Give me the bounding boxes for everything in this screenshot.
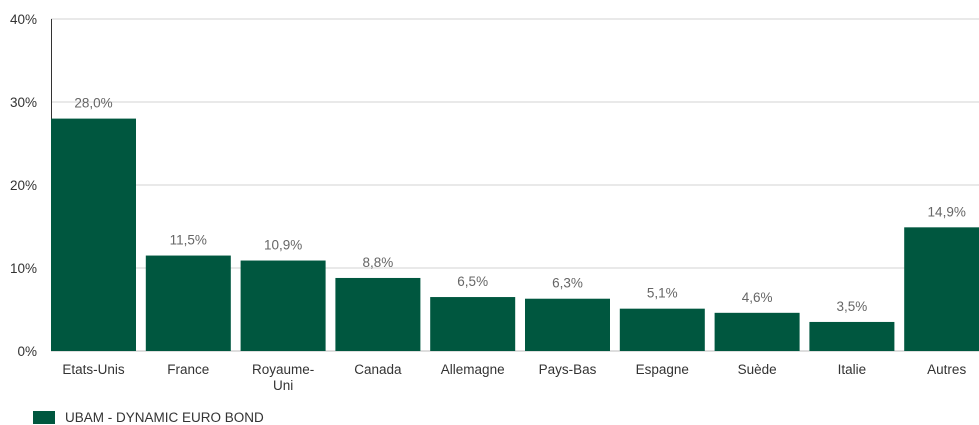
- x-tick-label: Allemagne: [441, 362, 505, 377]
- data-labels: 28,0% 11,5% 10,9% 8,8% 6,5% 6,3% 5,1% 4,6% 3,5% 1…: [74, 96, 965, 314]
- bar: [809, 321, 895, 351]
- bar: [525, 298, 610, 351]
- bar: [145, 255, 231, 351]
- y-tick-label: 30%: [10, 95, 37, 110]
- data-label: 28,0%: [74, 96, 112, 111]
- legend-label: UBAM - DYNAMIC EURO BOND: [65, 410, 264, 425]
- data-label: 4,6%: [742, 290, 773, 305]
- x-tick-label: Suède: [738, 362, 777, 377]
- bar: [240, 260, 326, 351]
- data-label: 10,9%: [264, 238, 302, 253]
- x-tick-label: Etats-Unis: [62, 362, 125, 377]
- y-tick-label: 40%: [10, 12, 37, 27]
- x-axis: Etats-Unis France Royaume-Uni Canada Allemag…: [62, 362, 966, 393]
- x-tick-label: Canada: [354, 362, 402, 377]
- bar: [904, 227, 979, 351]
- data-label: 6,3%: [552, 276, 583, 291]
- x-tick-label: Royaume-Uni: [252, 362, 314, 393]
- bar-chart: 0% 10% 20% 30% 40% 28,0% 11,5% 10,9% 8,8% 6,5% 6,…: [10, 12, 979, 393]
- y-tick-label: 10%: [10, 261, 37, 276]
- data-label: 14,9%: [928, 204, 966, 219]
- bar: [619, 308, 705, 351]
- x-tick-label: France: [167, 362, 209, 377]
- data-label: 8,8%: [363, 255, 394, 270]
- data-label: 3,5%: [837, 299, 868, 314]
- x-tick-label: Italie: [838, 362, 867, 377]
- x-tick-label: Espagne: [636, 362, 689, 377]
- y-tick-label: 20%: [10, 178, 37, 193]
- data-label: 11,5%: [170, 233, 207, 248]
- bar: [430, 297, 516, 351]
- x-tick-label: Autres: [927, 362, 966, 377]
- x-tick-label: Pays-Bas: [539, 362, 597, 377]
- y-axis: 0% 10% 20% 30% 40%: [10, 12, 52, 359]
- bar: [335, 277, 421, 351]
- y-tick-label: 0%: [17, 344, 37, 359]
- bar: [51, 118, 136, 351]
- legend-swatch: [33, 411, 55, 424]
- data-label: 5,1%: [647, 286, 678, 301]
- bar: [714, 312, 800, 351]
- legend: UBAM - DYNAMIC EURO BOND: [33, 410, 264, 425]
- data-label: 6,5%: [457, 274, 488, 289]
- bars: [51, 118, 979, 351]
